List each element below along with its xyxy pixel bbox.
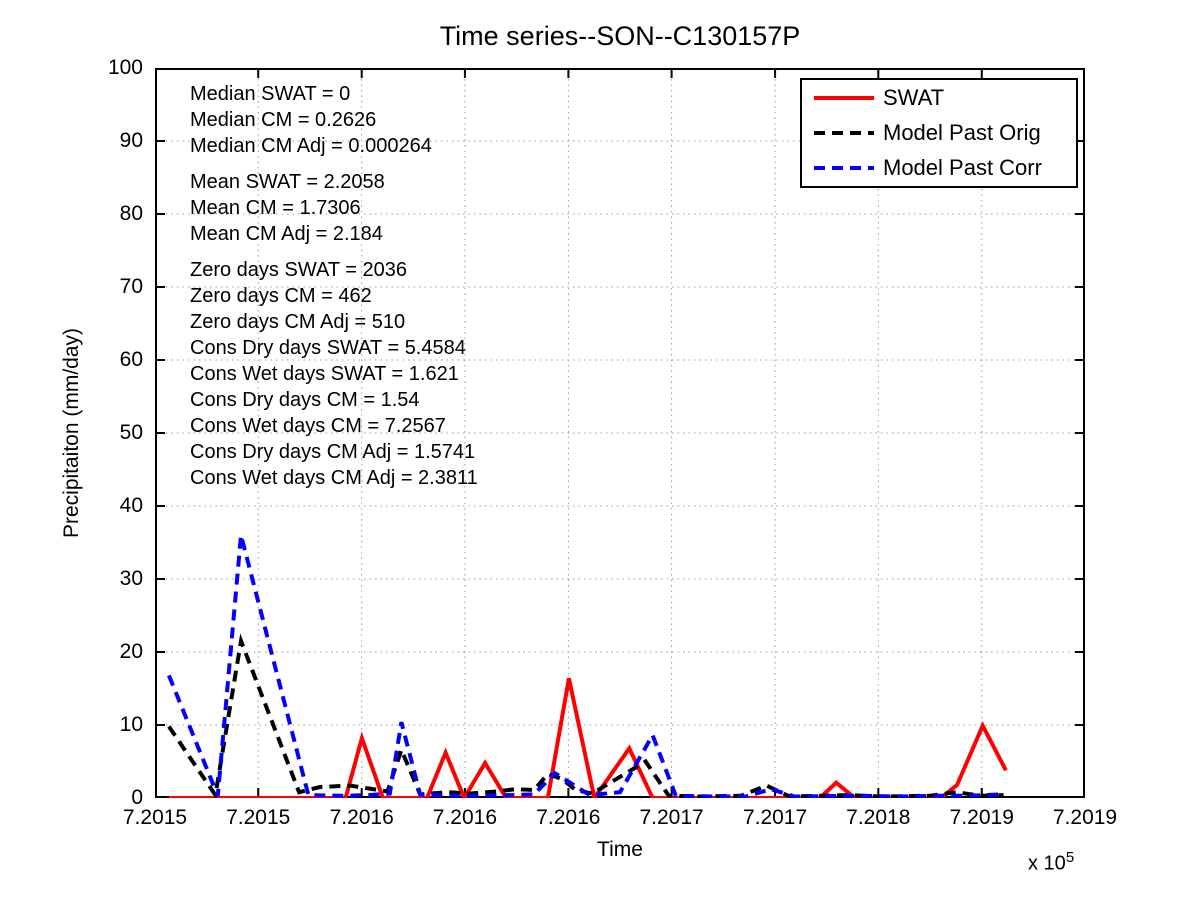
y-tick-label: 70 <box>119 275 143 298</box>
stats-median-group: Median SWAT = 0 Median CM = 0.2626 Median … <box>190 81 478 159</box>
series-line-model-past-corr <box>167 534 1000 798</box>
x-tick-label: 7.2015 <box>122 806 188 829</box>
plot-area <box>155 68 1085 798</box>
stat-line: Median CM Adj = 0.000264 <box>190 135 432 157</box>
stat-line: Cons Dry days CM Adj = 1.5741 <box>190 441 476 463</box>
stat-line: Zero days CM Adj = 510 <box>190 311 406 333</box>
chart-title: Time series--SON--C130157P <box>439 21 801 51</box>
y-tick-label: 0 <box>131 786 143 809</box>
stat-line: Cons Dry days CM = 1.54 <box>190 389 420 411</box>
legend-entry-model-past-orig: Model Past Orig <box>802 116 1076 150</box>
stat-line: Cons Wet days CM = 7.2567 <box>190 415 446 437</box>
x-axis-multiplier-base: x 10 <box>1028 852 1066 875</box>
legend-label: Model Past Corr <box>883 155 1042 180</box>
y-tick-label: 50 <box>119 421 143 444</box>
stats-mean-group: Mean SWAT = 2.2058 Mean CM = 1.7306 Mean C… <box>190 169 478 247</box>
stat-line: Median SWAT = 0 <box>190 83 351 105</box>
x-axis-multiplier-exponent: 5 <box>1065 849 1075 866</box>
x-tick-label: 7.2017 <box>742 806 808 829</box>
y-tick-label: 40 <box>119 494 143 517</box>
y-tick-label: 60 <box>119 348 143 371</box>
x-tick-label: 7.2016 <box>432 806 498 829</box>
stat-line: Cons Dry days SWAT = 5.4584 <box>190 337 466 359</box>
y-tick-label: 90 <box>119 129 143 152</box>
stats-annotation: Median SWAT = 0 Median CM = 0.2626 Median … <box>190 81 478 501</box>
legend-entry-model-past-corr: Model Past Corr <box>802 151 1076 185</box>
stat-line: Mean SWAT = 2.2058 <box>190 171 385 193</box>
stat-line: Zero days SWAT = 2036 <box>190 259 407 281</box>
chart-canvas <box>155 68 1085 798</box>
axes-box <box>155 68 1085 798</box>
x-axis-label: Time <box>597 838 643 861</box>
x-tick-label: 7.2019 <box>949 806 1014 829</box>
stat-line: Mean CM Adj = 2.184 <box>190 223 383 245</box>
series-line-model-past-orig <box>167 633 1004 798</box>
stat-line: Mean CM = 1.7306 <box>190 197 361 219</box>
stat-line: Median CM = 0.2626 <box>190 109 377 131</box>
y-tick-label: 30 <box>119 567 143 590</box>
x-tick-label: 7.2019 <box>1052 806 1118 829</box>
y-tick-label: 10 <box>119 713 143 736</box>
stat-line: Cons Wet days CM Adj = 2.3811 <box>190 467 478 489</box>
legend-label: Model Past Orig <box>883 120 1041 145</box>
y-tick-label: 20 <box>119 640 143 663</box>
y-tick-label: 100 <box>107 56 143 79</box>
x-tick-label: 7.2017 <box>639 806 704 829</box>
x-tick-label: 7.2015 <box>226 806 291 829</box>
stat-line: Zero days CM = 462 <box>190 285 372 307</box>
model-past-corr-line-sample <box>814 166 874 170</box>
model-past-orig-line-sample <box>814 131 874 135</box>
stats-days-group: Zero days SWAT = 2036 Zero days CM = 462 Z… <box>190 257 478 491</box>
x-tick-label: 7.2018 <box>846 806 911 829</box>
stat-line: Cons Wet days SWAT = 1.621 <box>190 363 459 385</box>
series-line-swat <box>168 677 1008 798</box>
swat-line-sample <box>814 96 874 100</box>
legend-label: SWAT <box>883 85 945 110</box>
x-tick-label: 7.2016 <box>536 806 601 829</box>
y-tick-label: 80 <box>119 202 143 225</box>
legend-entry-swat: SWAT <box>802 81 1076 115</box>
x-tick-label: 7.2016 <box>329 806 394 829</box>
legend-box: SWAT Model Past Orig Model Past Corr <box>800 78 1078 188</box>
x-axis-multiplier: x 105 <box>1028 849 1074 876</box>
